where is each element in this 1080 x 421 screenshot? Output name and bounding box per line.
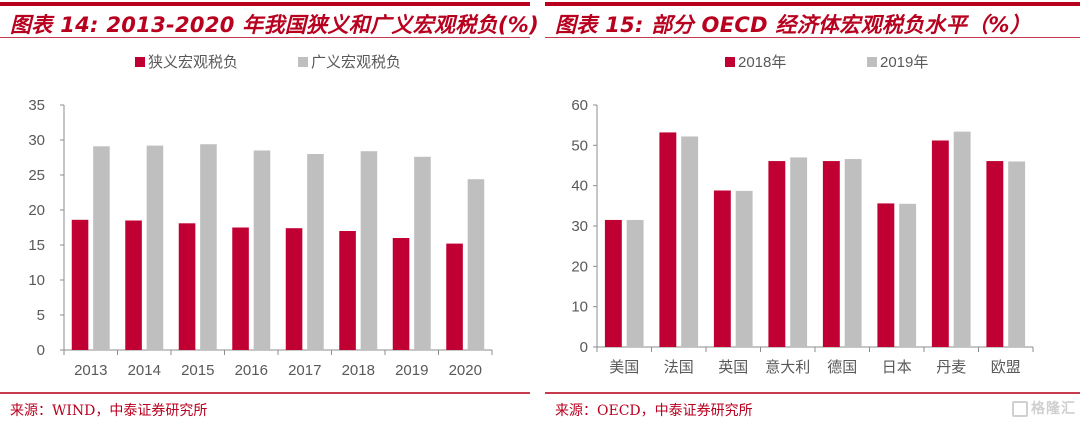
figure-14-panel: 图表 14: 2013-2020 年我国狭义和广义宏观税负(%) 狭义宏观税负 广… [0,0,539,421]
legend-item: 狭义宏观税负 [135,53,238,71]
bar-series-2 [253,150,271,350]
watermark-text: 格隆汇 [1031,400,1076,416]
y-tick-label: 20 [28,202,45,219]
title-divider [545,37,1080,38]
y-tick-label: 0 [37,342,45,359]
x-tick-label: 2017 [288,362,321,379]
figure-title: 图表 15: 部分 OECD 经济体宏观税负水平（%） [555,13,1032,37]
bar-series-1 [822,161,840,347]
x-tick-label: 2014 [128,362,161,379]
bar-series-1 [232,227,249,350]
legend-label: 广义宏观税负 [311,53,401,71]
bar-series-1 [392,238,410,350]
bar-series-1 [931,140,949,347]
y-tick-label: 50 [571,137,588,154]
bar-series-2 [790,157,808,347]
legend-swatch [135,57,145,67]
x-tick-label: 英国 [718,358,748,376]
y-tick-label: 10 [571,299,588,316]
legend-label: 2018年 [738,54,786,71]
y-tick-label: 20 [571,258,588,275]
x-tick-label: 德国 [827,358,857,376]
legend-label: 狭义宏观税负 [148,53,238,71]
y-tick-label: 15 [28,237,45,254]
bar-series-2 [360,151,378,350]
bar-series-1 [877,203,895,347]
source-note: 来源：OECD，中泰证券研究所 [555,403,753,419]
x-tick-label: 2018 [342,362,375,379]
bar-series-2 [307,154,324,350]
bar-series-2 [467,179,485,350]
bar-series-1 [713,190,731,347]
bar-series-2 [953,131,971,347]
y-tick-label: 60 [571,97,588,114]
bar-series-2 [146,145,164,350]
legend-swatch [298,57,308,67]
bar-series-1 [339,231,356,350]
y-tick-label: 0 [580,339,588,356]
bar-series-1 [71,219,89,350]
y-tick-label: 40 [571,178,588,195]
legend-item: 2019年 [867,54,928,71]
y-tick-label: 35 [28,97,45,114]
title-divider [0,37,530,38]
bar-series-2 [414,156,431,350]
bar-series-1 [604,219,622,347]
y-tick-label: 5 [37,307,45,324]
x-tick-label: 美国 [609,358,639,376]
legend-item: 2018年 [725,54,786,71]
x-tick-label: 2015 [181,362,214,379]
bar-chart-china-tax-burden: 狭义宏观税负 广义宏观税负 0 5 10 15 20 25 30 35 2013 2014 2015 20… [28,53,493,379]
figure-15-panel: 图表 15: 部分 OECD 经济体宏观税负水平（%） 2018年 2019年 0 1… [545,0,1080,421]
y-tick-label: 30 [571,218,588,235]
bar-series-1 [768,161,786,347]
x-tick-label: 2016 [235,362,268,379]
bar-chart-oecd-tax-burden: 2018年 2019年 0 10 20 30 40 50 60 美国 法国 英国 意大利 德国 日本 丹麦 欧盟 [571,54,1034,376]
y-tick-label: 10 [28,272,45,289]
bar-series-1 [285,228,303,350]
bar-series-1 [659,132,677,347]
source-note: 来源：WIND，中泰证券研究所 [10,403,208,419]
x-tick-label: 2020 [449,362,482,379]
watermark-logo-icon [1012,401,1028,418]
bottom-rule [0,392,530,394]
x-tick-label: 法国 [664,358,694,376]
x-tick-label: 丹麦 [936,358,966,376]
bar-series-2 [681,136,699,347]
x-tick-label: 2013 [74,362,107,379]
watermark: 格隆汇 [1012,398,1076,418]
x-tick-label: 2019 [395,362,428,379]
bar-series-2 [899,203,917,347]
legend-label: 2019年 [880,54,928,71]
x-tick-label: 欧盟 [991,358,1021,376]
bar-series-2 [200,144,217,350]
bar-series-1 [446,243,463,350]
bar-series-1 [178,223,196,350]
bar-series-2 [844,159,862,347]
bar-series-2 [93,146,110,350]
bar-series-2 [1008,161,1026,347]
y-tick-label: 25 [28,167,45,184]
bar-series-1 [125,220,142,350]
bar-series-1 [986,161,1004,347]
bottom-rule [545,392,1080,394]
legend-swatch [725,57,735,67]
figure-title: 图表 14: 2013-2020 年我国狭义和广义宏观税负(%) [10,13,539,37]
x-tick-label: 意大利 [765,358,810,376]
top-rule [0,2,530,6]
legend-item: 广义宏观税负 [298,53,401,71]
bar-series-2 [626,219,644,347]
x-tick-label: 日本 [882,358,912,376]
y-tick-label: 30 [28,132,45,149]
top-rule [545,2,1080,6]
legend-swatch [867,57,877,67]
bar-series-2 [735,190,753,347]
